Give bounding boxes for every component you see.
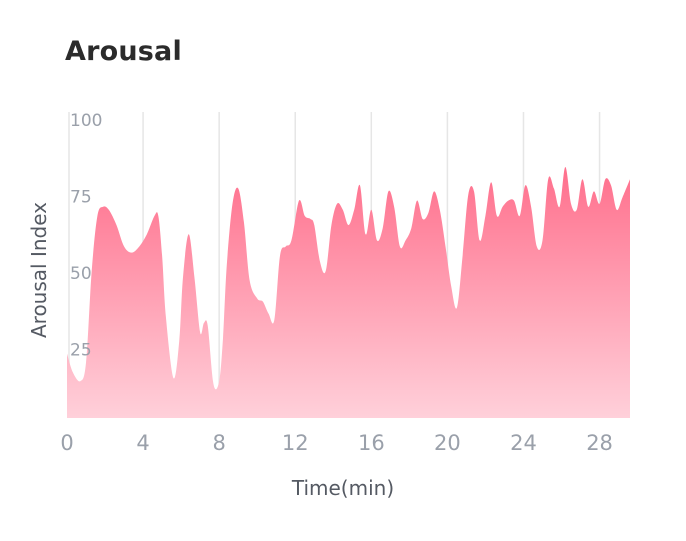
y-axis-label: Arousal Index — [27, 202, 51, 338]
y-tick-label-25: 25 — [70, 341, 92, 361]
x-tick-label-28: 28 — [586, 431, 613, 455]
x-tick-label-8: 8 — [212, 431, 225, 455]
x-tick-labels: 0 4 8 12 16 20 24 28 — [60, 431, 613, 455]
chart-title: Arousal — [65, 36, 182, 67]
area-series-arousal — [67, 166, 630, 418]
x-tick-label-12: 12 — [282, 431, 309, 455]
x-tick-label-20: 20 — [434, 431, 461, 455]
x-tick-label-0: 0 — [60, 431, 73, 455]
y-tick-label-50: 50 — [70, 264, 92, 284]
area-layer — [67, 166, 630, 418]
x-tick-label-4: 4 — [136, 431, 149, 455]
y-tick-label-100: 100 — [70, 111, 102, 131]
x-tick-label-24: 24 — [510, 431, 537, 455]
x-axis-label: Time(min) — [291, 476, 394, 500]
x-tick-label-16: 16 — [358, 431, 385, 455]
y-tick-labels: 25 50 75 100 — [70, 111, 102, 361]
y-tick-label-75: 75 — [70, 188, 92, 208]
